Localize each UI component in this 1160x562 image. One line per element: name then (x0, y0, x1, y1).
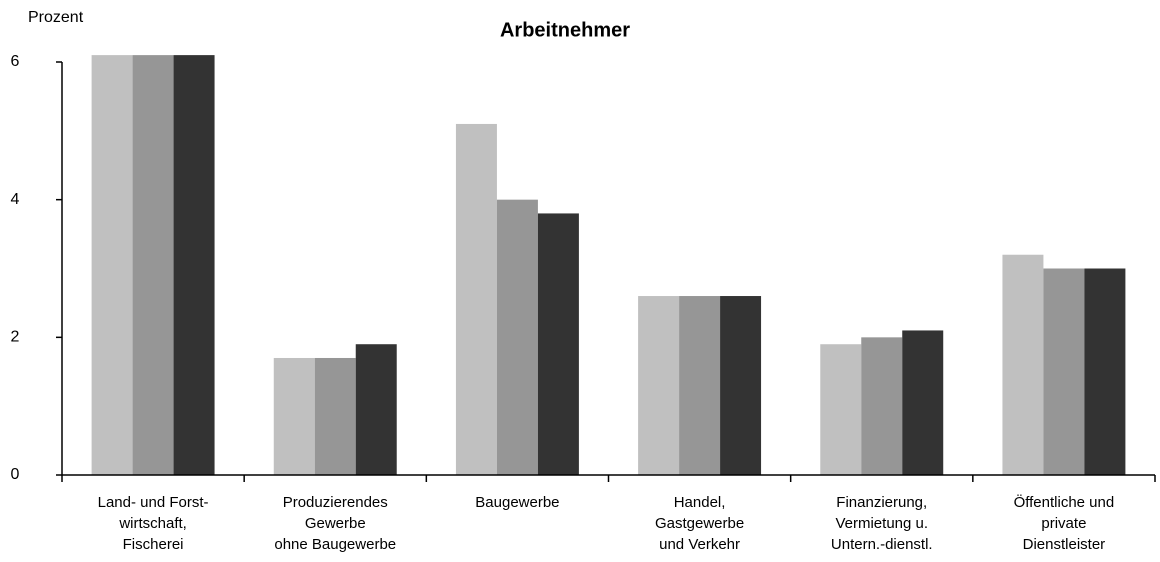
x-tick-label: Öffentliche und private Dienstleister (1013, 494, 1115, 553)
chart-title: Arbeitnehmer (500, 19, 630, 41)
bar (902, 330, 944, 475)
bar (1084, 268, 1126, 475)
bar (132, 55, 174, 475)
x-tick-label: Handel, Gastgewerbe und Verkehr (654, 494, 745, 553)
y-tick-label: 6 (11, 53, 20, 70)
bar (273, 357, 315, 475)
x-tick-label: Baugewerbe (475, 494, 560, 511)
bar (173, 55, 215, 475)
y-tick-label: 2 (11, 329, 20, 346)
bar (1043, 268, 1085, 475)
bar (314, 357, 356, 475)
y-tick-label: 4 (11, 191, 20, 208)
bar (861, 337, 903, 475)
bar (820, 344, 862, 475)
x-tick-label: Produzierendes Gewerbe ohne Baugewerbe (274, 494, 397, 553)
x-tick-label: Land- und Forst- wirtschaft, Fischerei (97, 494, 209, 553)
bar (1002, 254, 1044, 475)
y-tick-label: 0 (11, 466, 20, 483)
bar (638, 296, 680, 475)
bar (720, 296, 762, 475)
bar (537, 213, 579, 475)
bar (91, 55, 133, 475)
bar (355, 344, 397, 475)
bar (455, 123, 497, 475)
x-tick-label: Finanzierung, Vermietung u. Untern.-dien… (830, 494, 933, 553)
bar (496, 199, 538, 475)
bar (679, 296, 721, 475)
y-axis-label: Prozent (28, 9, 84, 26)
